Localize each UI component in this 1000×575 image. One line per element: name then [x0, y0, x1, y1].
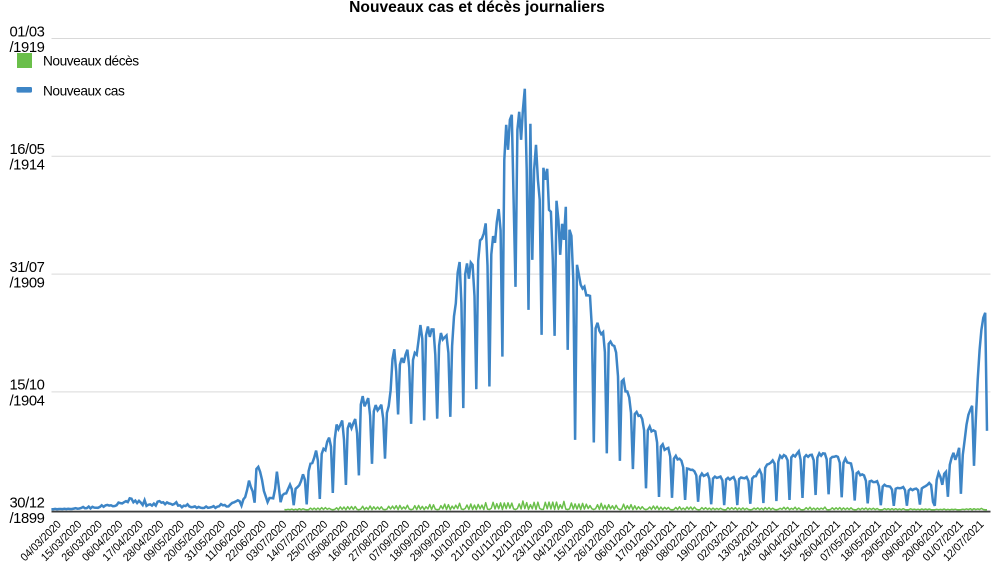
svg-text:/1904: /1904	[9, 393, 44, 409]
svg-text:/1919: /1919	[9, 40, 44, 56]
svg-text:15/10: 15/10	[9, 378, 44, 394]
svg-text:/1909: /1909	[9, 276, 44, 292]
svg-text:30/12: 30/12	[9, 496, 44, 512]
svg-text:01/03: 01/03	[9, 24, 44, 40]
svg-text:31/07: 31/07	[9, 260, 44, 276]
svg-text:Nouveaux décès: Nouveaux décès	[43, 54, 139, 69]
svg-text:16/05: 16/05	[9, 142, 44, 158]
svg-text:/1899: /1899	[9, 511, 44, 527]
svg-text:Nouveaux cas et décès journali: Nouveaux cas et décès journaliers	[349, 0, 605, 16]
svg-text:/1914: /1914	[9, 158, 44, 174]
svg-text:Nouveaux cas: Nouveaux cas	[43, 84, 125, 99]
